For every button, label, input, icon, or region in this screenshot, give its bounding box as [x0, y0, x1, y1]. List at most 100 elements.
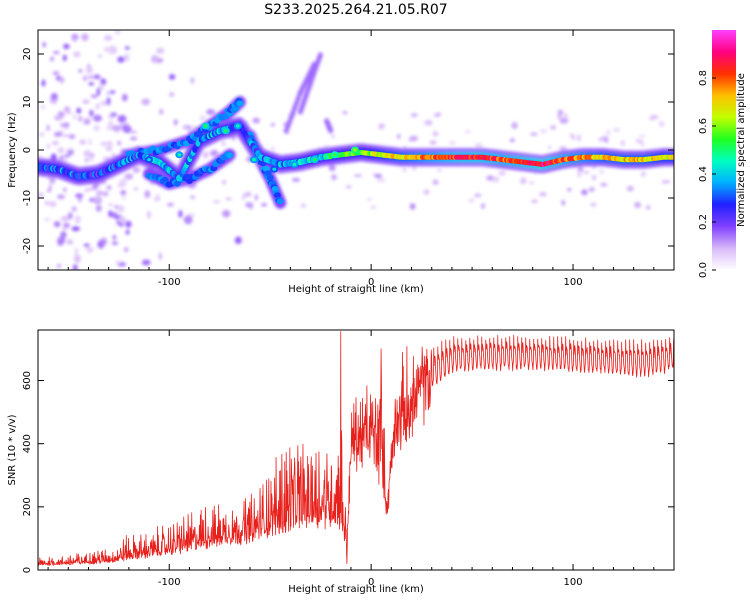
spectrogram-speckle	[511, 122, 518, 129]
spectrogram-noise-blob	[117, 56, 125, 63]
spectrogram-blob-center	[236, 124, 240, 128]
spectrogram-noise-blob	[96, 87, 100, 96]
spectrogram-noise-blob	[74, 215, 81, 224]
spectrogram-noise-blob	[59, 76, 65, 84]
snr-series-line	[38, 331, 674, 567]
spectrogram-speckle	[83, 150, 92, 157]
spectrogram-noise-blob	[93, 114, 102, 122]
spectrogram-speckle	[550, 125, 557, 130]
spectrogram-speckle	[124, 173, 133, 179]
spectrogram-streak	[328, 127, 334, 134]
spectrogram-streak	[287, 118, 293, 125]
spectrogram-noise-blob	[183, 215, 193, 225]
spectrogram-noise-blob	[64, 106, 71, 113]
spectrogram-noise-blob	[124, 46, 130, 50]
spectrogram-speckle	[291, 177, 301, 182]
spectrogram-noise-blob	[115, 260, 122, 265]
spectrogram-blob-center	[292, 162, 297, 166]
spectrogram-speckle	[429, 140, 437, 145]
spectrogram-speckle	[378, 123, 385, 128]
spectrogram-speckle	[432, 179, 439, 185]
spectrogram-speckle	[520, 177, 527, 185]
y-tick-label: 200	[22, 497, 33, 516]
spectrogram-noise-blob	[52, 50, 60, 55]
spectrogram-speckle	[486, 175, 494, 181]
spectrogram-streak	[292, 104, 298, 111]
spectrogram-noise-blob	[63, 222, 70, 229]
spectrogram-speckle	[63, 187, 67, 193]
spectrogram-speckle	[599, 168, 604, 175]
spectrogram-noise-blob	[56, 263, 62, 269]
spectrogram-speckle	[433, 113, 438, 117]
spectrogram-noise-blob	[62, 54, 67, 62]
spectrogram-speckle	[125, 122, 129, 130]
spectrogram-speckle	[402, 167, 407, 172]
spectrogram-y-label: Frequency (Hz)	[7, 112, 18, 188]
spectrogram-speckle	[590, 202, 597, 207]
spectrogram-noise-blob	[60, 123, 66, 127]
spectrogram-noise-blob	[141, 259, 151, 266]
spectrogram-noise-blob	[95, 103, 100, 110]
spectrogram-noise-blob	[103, 46, 111, 53]
spectrogram-noise-blob	[88, 82, 95, 86]
spectrogram-speckle	[598, 137, 606, 142]
spectrogram-noise-blob	[108, 90, 116, 94]
spectrogram-noise-blob	[156, 47, 165, 54]
spectrogram-noise-blob	[63, 43, 70, 50]
spectrogram-noise-blob	[87, 157, 94, 162]
spectrogram-speckle	[509, 138, 515, 143]
spectrogram-speckle	[212, 200, 221, 204]
spectrogram-ridge-core	[670, 154, 674, 160]
spectrogram-noise-blob	[53, 221, 61, 228]
spectrogram-speckle	[626, 185, 634, 192]
spectrogram-streak	[283, 127, 289, 134]
spectrogram-speckle	[600, 182, 608, 187]
spectrogram-speckle	[640, 171, 647, 177]
spectrogram-noise-blob	[167, 202, 174, 207]
spectrogram-speckle	[577, 170, 582, 178]
spectrogram-speckle	[370, 205, 377, 210]
spectrogram-noise-blob	[60, 215, 70, 222]
spectrogram-noise-blob	[110, 212, 118, 218]
spectrogram-noise-blob	[108, 203, 113, 207]
spectrogram-speckle	[374, 174, 383, 178]
spectrogram-noise-blob	[57, 194, 65, 200]
spectrogram-noise-blob	[46, 124, 50, 132]
spectrogram-noise-blob	[78, 69, 83, 73]
spectrogram-speckle	[79, 139, 87, 145]
spectrogram-speckle	[529, 132, 539, 136]
spectrogram-noise-blob	[57, 236, 66, 245]
spectrogram-speckle	[73, 114, 77, 120]
spectrogram-speckle	[376, 178, 386, 183]
spectrogram-noise-blob	[72, 264, 78, 270]
spectrogram-noise-blob	[123, 247, 129, 253]
spectrogram-speckle	[221, 180, 227, 185]
spectrogram-noise-blob	[89, 109, 94, 117]
spectrogram-speckle	[206, 109, 216, 115]
spectrogram-speckle	[232, 136, 236, 141]
snr-x-label: Height of straight line (km)	[288, 584, 424, 595]
spectrogram-speckle	[105, 146, 113, 151]
spectrogram-y-ticks: -20 -10 0 10 20	[22, 48, 674, 254]
spectrogram-speckle	[646, 205, 651, 210]
spectrogram-blob-center	[177, 153, 182, 157]
spectrogram-noise-blob	[147, 210, 151, 219]
spectrogram-noise-blob	[134, 186, 138, 191]
spectrogram-speckle	[604, 136, 609, 143]
spectrogram-speckle	[249, 204, 253, 210]
spectrogram-speckle	[448, 141, 456, 145]
spectrogram-speckle	[129, 136, 138, 141]
snr-y-label: SNR (10 * v/v)	[7, 414, 18, 485]
y-tick-label: -10	[22, 190, 33, 206]
y-tick-label: 0	[22, 567, 33, 573]
spectrogram-noise-blob	[43, 217, 52, 222]
spectrogram-noise-blob	[38, 192, 45, 198]
colorbar: 0.0 0.2 0.4 0.6 0.8 Normalized spectral ampl…	[698, 30, 747, 278]
spectrogram-upper-branch	[232, 105, 240, 112]
spectrogram-blob-center	[147, 158, 151, 162]
spectrogram-noise-blob	[57, 147, 65, 154]
spectrogram-lower-branch	[226, 152, 234, 159]
spectrogram-noise-blob	[106, 125, 115, 131]
spectrogram-speckle	[559, 117, 569, 124]
spectrogram-noise-blob	[104, 35, 113, 41]
